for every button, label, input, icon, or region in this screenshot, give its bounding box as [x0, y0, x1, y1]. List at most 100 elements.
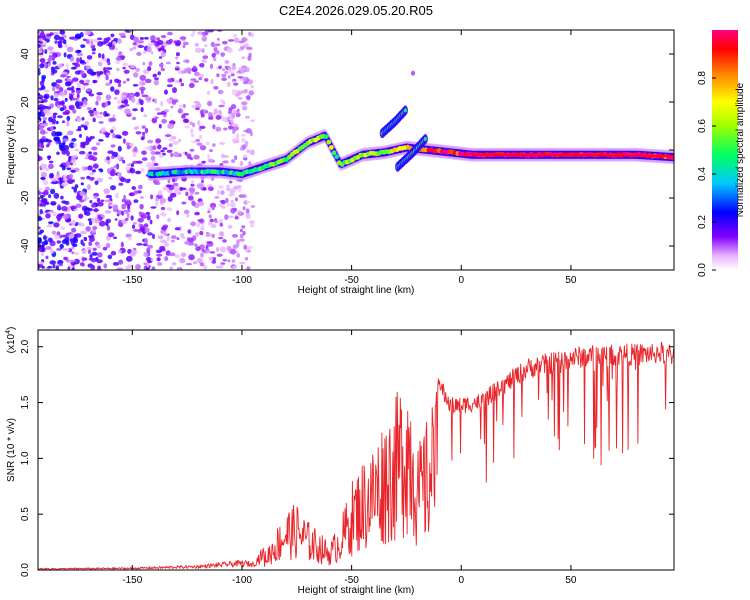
noise-speckle	[55, 265, 60, 270]
noise-speckle	[249, 149, 255, 156]
noise-speckle	[172, 182, 179, 187]
noise-speckle	[143, 251, 149, 258]
noise-speckle	[207, 207, 212, 211]
snr-marks	[38, 341, 674, 570]
noise-speckle	[195, 232, 200, 237]
noise-speckle	[88, 241, 93, 246]
y-tick-label: 0.5	[20, 507, 31, 521]
noise-speckle	[166, 31, 173, 36]
noise-speckle	[209, 251, 216, 254]
noise-speckle	[233, 123, 239, 127]
noise-speckle	[194, 71, 200, 77]
noise-speckle	[53, 97, 59, 102]
noise-speckle	[140, 196, 144, 199]
noise-speckle	[239, 160, 244, 167]
noise-speckle	[183, 125, 190, 129]
noise-speckle	[105, 94, 112, 101]
noise-speckle	[246, 266, 251, 270]
noise-speckle	[147, 42, 154, 47]
noise-speckle	[105, 218, 112, 224]
noise-speckle	[162, 147, 168, 150]
noise-speckle	[154, 98, 158, 104]
noise-speckle	[80, 176, 85, 180]
noise-speckle	[195, 138, 201, 142]
noise-speckle	[97, 201, 104, 207]
noise-speckle	[190, 183, 195, 187]
noise-speckle	[176, 61, 180, 65]
noise-speckle	[245, 128, 252, 134]
noise-speckle	[52, 211, 57, 217]
noise-speckle	[121, 203, 127, 210]
noise-speckle	[81, 249, 88, 254]
noise-speckle	[231, 259, 236, 263]
noise-speckle	[135, 264, 141, 270]
noise-speckle	[216, 253, 223, 257]
noise-speckle	[63, 89, 68, 96]
noise-speckle	[218, 236, 224, 240]
x-tick-label: -50	[344, 575, 359, 586]
noise-speckle	[52, 61, 57, 65]
noise-speckle	[166, 84, 173, 87]
noise-speckle	[128, 95, 132, 101]
noise-speckle	[184, 151, 188, 156]
noise-speckle	[106, 156, 111, 161]
noise-speckle	[60, 195, 64, 200]
snr-series-line	[38, 341, 674, 570]
noise-speckle	[172, 87, 177, 94]
noise-speckle	[142, 61, 146, 66]
noise-speckle	[167, 179, 171, 184]
noise-speckle	[199, 63, 205, 68]
noise-speckle	[143, 262, 148, 266]
noise-speckle	[117, 38, 122, 44]
noise-speckle	[148, 61, 153, 67]
noise-speckle	[182, 41, 189, 46]
noise-speckle	[126, 112, 132, 116]
noise-speckle	[177, 267, 181, 270]
noise-speckle	[138, 211, 143, 215]
x-tick-label: -150	[122, 575, 142, 586]
noise-speckle	[126, 145, 131, 150]
noise-speckle	[91, 146, 98, 151]
colorbar-tick-label: 0.4	[697, 167, 708, 181]
noise-speckle	[199, 145, 207, 151]
noise-speckle	[53, 92, 60, 98]
noise-speckle	[161, 118, 167, 124]
noise-speckle	[115, 47, 119, 51]
noise-speckle	[132, 84, 139, 87]
noise-speckle	[225, 187, 231, 192]
noise-speckle	[160, 45, 165, 50]
noise-speckle	[76, 128, 82, 132]
noise-speckle	[155, 116, 159, 120]
noise-speckle	[122, 66, 126, 70]
noise-speckle	[42, 116, 48, 121]
noise-speckle	[97, 41, 104, 47]
noise-speckle	[105, 194, 113, 199]
noise-speckle	[77, 101, 84, 107]
noise-speckle	[156, 214, 160, 219]
noise-speckle	[113, 96, 118, 100]
noise-speckle	[198, 73, 204, 79]
noise-speckle	[48, 163, 54, 170]
noise-speckle	[191, 104, 197, 108]
noise-speckle	[39, 203, 44, 207]
noise-speckle	[193, 154, 200, 160]
noise-speckle	[43, 89, 50, 93]
noise-speckle	[227, 259, 231, 263]
noise-speckle	[97, 37, 103, 41]
snr-frame	[37, 329, 675, 571]
noise-speckle	[145, 96, 152, 101]
noise-speckle	[56, 248, 62, 251]
noise-speckle	[107, 232, 115, 238]
noise-speckle	[157, 39, 164, 46]
noise-speckle	[84, 157, 89, 160]
noise-speckle	[209, 149, 213, 152]
noise-speckle	[54, 131, 62, 137]
noise-speckle	[154, 151, 161, 155]
noise-speckle	[128, 236, 132, 241]
spectrogram-x-ticks: -150 -100 -50 0 50	[122, 30, 577, 286]
noise-speckle	[52, 31, 59, 36]
noise-speckle	[98, 220, 106, 227]
noise-speckle	[193, 80, 199, 83]
noise-speckle	[68, 105, 72, 110]
noise-speckle	[38, 141, 41, 148]
